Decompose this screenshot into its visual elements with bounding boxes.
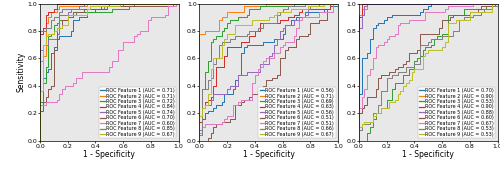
X-axis label: 1 - Specificity: 1 - Specificity <box>84 150 136 159</box>
Legend: ROC Feature 1 (AUC = 0.70), ROC Feature 2 (AUC = 0.90), ROC Feature 3 (AUC = 0.5: ROC Feature 1 (AUC = 0.70), ROC Feature … <box>418 87 495 138</box>
Legend: ROC Feature 1 (AUC = 0.56), ROC Feature 2 (AUC = 0.71), ROC Feature 3 (AUC = 0.6: ROC Feature 1 (AUC = 0.56), ROC Feature … <box>258 87 336 138</box>
Legend: ROC Feature 1 (AUC = 0.71), ROC Feature 2 (AUC = 0.71), ROC Feature 3 (AUC = 0.7: ROC Feature 1 (AUC = 0.71), ROC Feature … <box>98 87 176 138</box>
X-axis label: 1 - Specificity: 1 - Specificity <box>243 150 294 159</box>
X-axis label: 1 - Specificity: 1 - Specificity <box>402 150 454 159</box>
Y-axis label: Sensitivity: Sensitivity <box>17 52 26 92</box>
